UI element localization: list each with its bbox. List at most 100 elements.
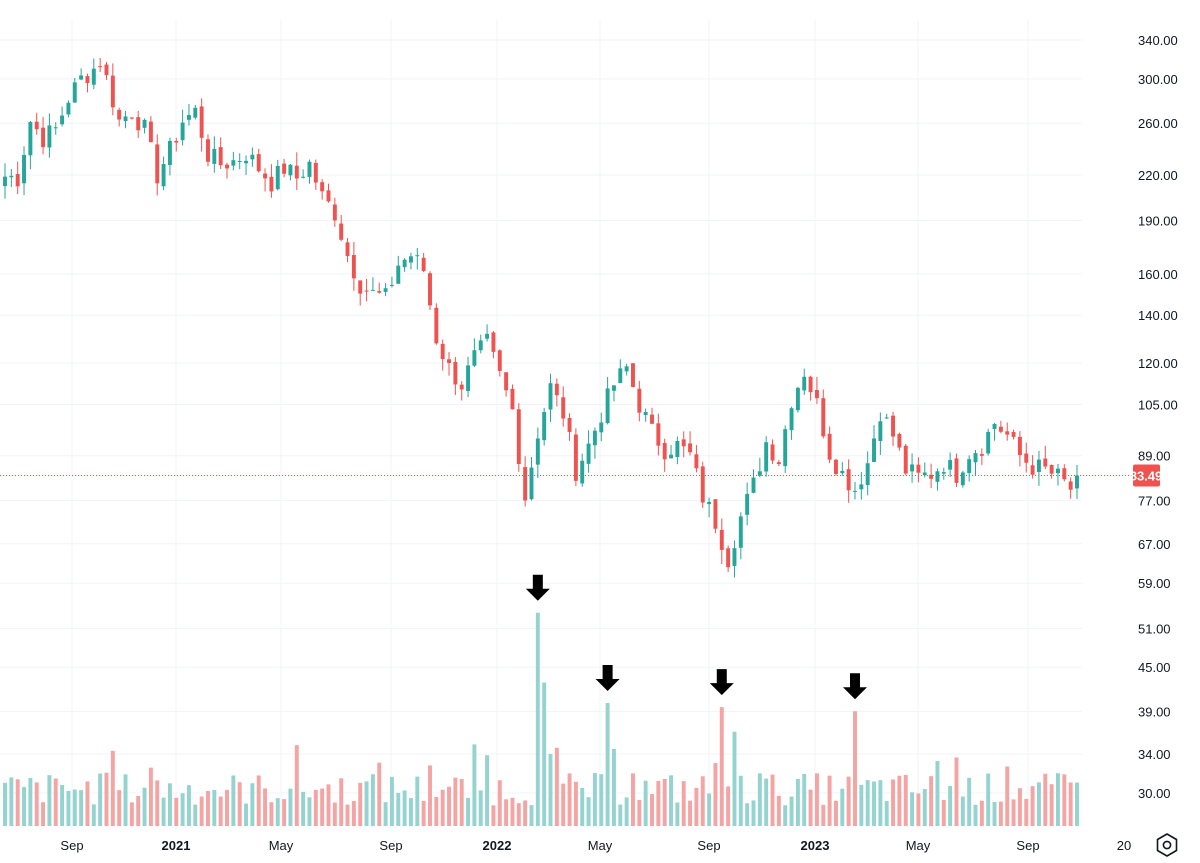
candle-body bbox=[332, 204, 337, 221]
down-arrow-icon bbox=[525, 574, 550, 601]
down-arrow-icon bbox=[595, 665, 620, 691]
volume-bar bbox=[872, 781, 876, 826]
volume-bar bbox=[3, 782, 7, 826]
candle-body bbox=[155, 144, 160, 184]
candle-body bbox=[802, 376, 807, 391]
candle-body bbox=[307, 161, 312, 177]
volume-bar bbox=[142, 787, 147, 826]
candle-body bbox=[389, 284, 394, 286]
candle-body bbox=[960, 472, 965, 486]
volume-bar bbox=[288, 788, 293, 826]
volume-bar bbox=[440, 789, 445, 826]
volume-bar bbox=[897, 775, 902, 826]
volume-bar bbox=[307, 797, 312, 826]
candle-body bbox=[954, 458, 959, 483]
volume-bar bbox=[294, 745, 299, 826]
volume-bar bbox=[472, 744, 477, 826]
volume-bar bbox=[618, 804, 623, 826]
candle-body bbox=[377, 291, 382, 293]
candle-body bbox=[929, 474, 934, 479]
volume-bar bbox=[313, 789, 318, 826]
candle-body bbox=[472, 350, 477, 366]
candle-body bbox=[700, 466, 705, 503]
candle-body bbox=[193, 107, 198, 118]
volume-bar bbox=[586, 797, 591, 826]
volume-bar bbox=[79, 790, 84, 826]
volume-bar bbox=[180, 793, 185, 826]
candle-body bbox=[650, 414, 654, 424]
volume-bar bbox=[605, 703, 610, 826]
price-axis[interactable]: 340.00 300.00 260.00 220.00 190.00 160.00 140.… bbox=[1138, 33, 1178, 801]
candle-body bbox=[529, 467, 534, 500]
candle-body bbox=[846, 469, 851, 491]
volume-bar bbox=[91, 804, 96, 826]
candle-body bbox=[91, 68, 96, 85]
y-tick-label: 30.00 bbox=[1138, 786, 1171, 801]
candle-body bbox=[764, 442, 769, 472]
volume-bar bbox=[110, 750, 115, 826]
candle-body bbox=[567, 417, 572, 432]
candle-body bbox=[345, 242, 350, 257]
volume-bar bbox=[129, 802, 134, 826]
candle-body bbox=[421, 257, 426, 272]
candle-body bbox=[827, 433, 832, 460]
candle-body bbox=[599, 422, 604, 433]
volume-bar bbox=[358, 782, 363, 826]
candle-body bbox=[313, 162, 318, 183]
chart-settings-button[interactable] bbox=[1154, 832, 1180, 858]
volume-bar bbox=[529, 805, 534, 826]
candle-body bbox=[148, 121, 153, 143]
candle-body bbox=[478, 340, 483, 351]
candle-body bbox=[580, 460, 585, 484]
candle-body bbox=[833, 459, 838, 474]
candle-body bbox=[745, 493, 750, 515]
candle-body bbox=[339, 223, 344, 240]
candle-body bbox=[250, 154, 255, 160]
candle-body bbox=[1068, 481, 1073, 490]
volume-bar bbox=[713, 763, 718, 826]
volume-bar bbox=[523, 800, 528, 826]
candle-body bbox=[1030, 465, 1035, 475]
y-tick-label: 77.00 bbox=[1138, 494, 1171, 509]
x-tick-label: May bbox=[269, 838, 294, 853]
candle-body bbox=[903, 445, 908, 474]
y-tick-label: 67.00 bbox=[1138, 537, 1171, 552]
volume-bar bbox=[542, 682, 547, 826]
volume-bar bbox=[1017, 788, 1022, 826]
candle-body bbox=[770, 444, 775, 461]
candle-body bbox=[497, 350, 502, 371]
y-tick-label: 220.00 bbox=[1138, 168, 1178, 183]
candle-body bbox=[485, 333, 490, 339]
volume-bar bbox=[1024, 798, 1029, 826]
volume-bar bbox=[1036, 782, 1041, 826]
volume-bar bbox=[554, 747, 559, 826]
x-tick-label: 20 bbox=[1117, 838, 1131, 853]
candle-body bbox=[637, 388, 642, 413]
candle-body bbox=[561, 397, 566, 419]
volume-bar bbox=[891, 779, 896, 826]
candle-body bbox=[358, 280, 363, 294]
volume-bar bbox=[22, 786, 26, 826]
time-axis[interactable]: Sep 2021 May Sep 2022 May Sep 2023 May Sep 20 bbox=[60, 838, 1131, 853]
volume-bar bbox=[447, 786, 451, 826]
volume-bar bbox=[853, 711, 857, 826]
volume-bar bbox=[567, 773, 572, 826]
volume-bar bbox=[751, 800, 756, 826]
y-tick-label: 34.00 bbox=[1138, 747, 1171, 762]
candle-body bbox=[573, 434, 578, 481]
volume-bar bbox=[66, 790, 71, 826]
volume-bar bbox=[637, 799, 642, 826]
candle-body bbox=[415, 255, 420, 257]
volume-bar bbox=[865, 780, 870, 826]
y-tick-label: 190.00 bbox=[1138, 213, 1178, 228]
candle-body bbox=[161, 164, 166, 187]
volume-bar bbox=[745, 803, 750, 826]
volume-bar bbox=[275, 798, 280, 826]
volume-bar bbox=[491, 805, 496, 826]
candle-body bbox=[180, 122, 185, 141]
volume-bar bbox=[301, 791, 306, 826]
candle-body bbox=[22, 154, 26, 184]
volume-bar bbox=[326, 784, 331, 826]
down-arrow-icon bbox=[842, 673, 867, 700]
